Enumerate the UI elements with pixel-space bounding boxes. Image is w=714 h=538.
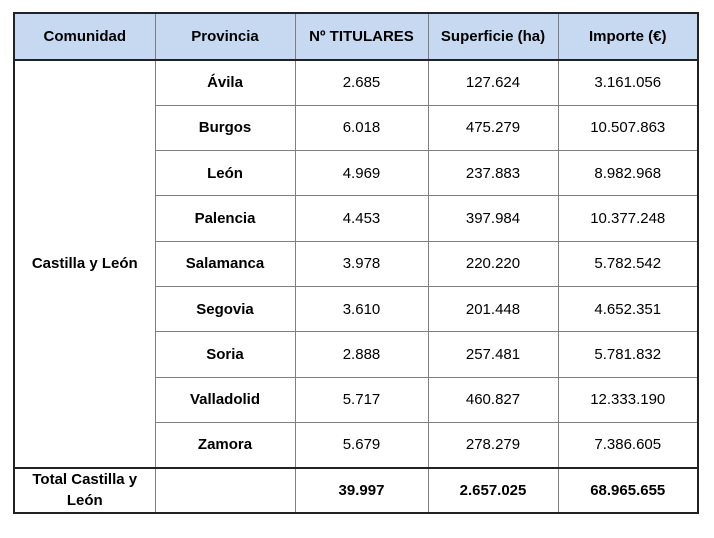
superficie-cell: 460.827 xyxy=(427,376,559,423)
provincia-cell: Burgos xyxy=(154,104,296,152)
superficie-cell: 201.448 xyxy=(427,285,559,333)
importe-cell: 12.333.190 xyxy=(557,376,699,423)
provincia-cell: León xyxy=(154,150,296,197)
data-table: Comunidad Provincia Nº TITULARES Superfi… xyxy=(13,12,699,514)
superficie-cell: 237.883 xyxy=(427,150,559,197)
titulares-cell: 4.969 xyxy=(294,150,429,197)
total-importe-cell: 68.965.655 xyxy=(557,466,699,514)
superficie-cell: 397.984 xyxy=(427,195,559,242)
titulares-cell: 5.717 xyxy=(294,376,429,423)
table-row: Palencia 4.453 397.984 10.377.248 xyxy=(14,195,699,242)
importe-cell: 10.507.863 xyxy=(557,104,699,152)
provincia-cell: Palencia xyxy=(154,195,296,242)
table-row: Segovia 3.610 201.448 4.652.351 xyxy=(14,285,699,333)
table-row: Valladolid 5.717 460.827 12.333.190 xyxy=(14,376,699,423)
provincia-cell: Zamora xyxy=(154,421,296,469)
superficie-cell: 257.481 xyxy=(427,331,559,378)
table-row: León 4.969 237.883 8.982.968 xyxy=(14,150,699,197)
provincia-cell: Segovia xyxy=(154,285,296,333)
total-label-text: Total Castilla y León xyxy=(32,471,138,510)
total-titulares-cell: 39.997 xyxy=(294,466,429,514)
header-importe: Importe (€) xyxy=(557,12,699,61)
table-row: Zamora 5.679 278.279 7.386.605 xyxy=(14,421,699,469)
provincia-cell: Valladolid xyxy=(154,376,296,423)
provincia-cell: Salamanca xyxy=(154,240,296,287)
table-row: Soria 2.888 257.481 5.781.832 xyxy=(14,331,699,378)
comunidad-cell: Castilla y León xyxy=(13,59,156,469)
table-row: Castilla y León Ávila 2.685 127.624 3.16… xyxy=(13,59,699,469)
superficie-cell: 475.279 xyxy=(427,104,559,152)
titulares-cell: 2.888 xyxy=(294,331,429,378)
titulares-cell: 6.018 xyxy=(294,104,429,152)
total-row: Total Castilla y León 39.997 2.657.025 6… xyxy=(13,466,699,514)
superficie-cell: 278.279 xyxy=(427,421,559,469)
titulares-cell: 3.978 xyxy=(294,240,429,287)
importe-cell: 5.782.542 xyxy=(557,240,699,287)
titulares-cell: 5.679 xyxy=(294,421,429,469)
importe-cell: 5.781.832 xyxy=(557,331,699,378)
titulares-cell: 2.685 xyxy=(294,59,429,106)
table-row: Burgos 6.018 475.279 10.507.863 xyxy=(14,104,699,152)
header-titulares: Nº TITULARES xyxy=(294,12,429,61)
total-label: Total Castilla y León xyxy=(13,466,156,514)
importe-cell: 4.652.351 xyxy=(557,285,699,333)
header-provincia: Provincia xyxy=(154,12,296,61)
superficie-cell: 127.624 xyxy=(427,59,559,106)
importe-cell: 8.982.968 xyxy=(557,150,699,197)
titulares-cell: 4.453 xyxy=(294,195,429,242)
header-comunidad: Comunidad xyxy=(13,12,156,61)
total-superficie-cell: 2.657.025 xyxy=(427,466,559,514)
importe-cell: 7.386.605 xyxy=(557,421,699,469)
header-row: Comunidad Provincia Nº TITULARES Superfi… xyxy=(13,12,699,61)
total-provincia-cell xyxy=(154,466,296,514)
superficie-cell: 220.220 xyxy=(427,240,559,287)
importe-cell: 10.377.248 xyxy=(557,195,699,242)
titulares-cell: 3.610 xyxy=(294,285,429,333)
provincia-cell: Soria xyxy=(154,331,296,378)
importe-cell: 3.161.056 xyxy=(557,59,699,106)
table-row: Salamanca 3.978 220.220 5.782.542 xyxy=(14,240,699,287)
provincia-cell: Ávila xyxy=(154,59,296,106)
header-superficie: Superficie (ha) xyxy=(427,12,559,61)
